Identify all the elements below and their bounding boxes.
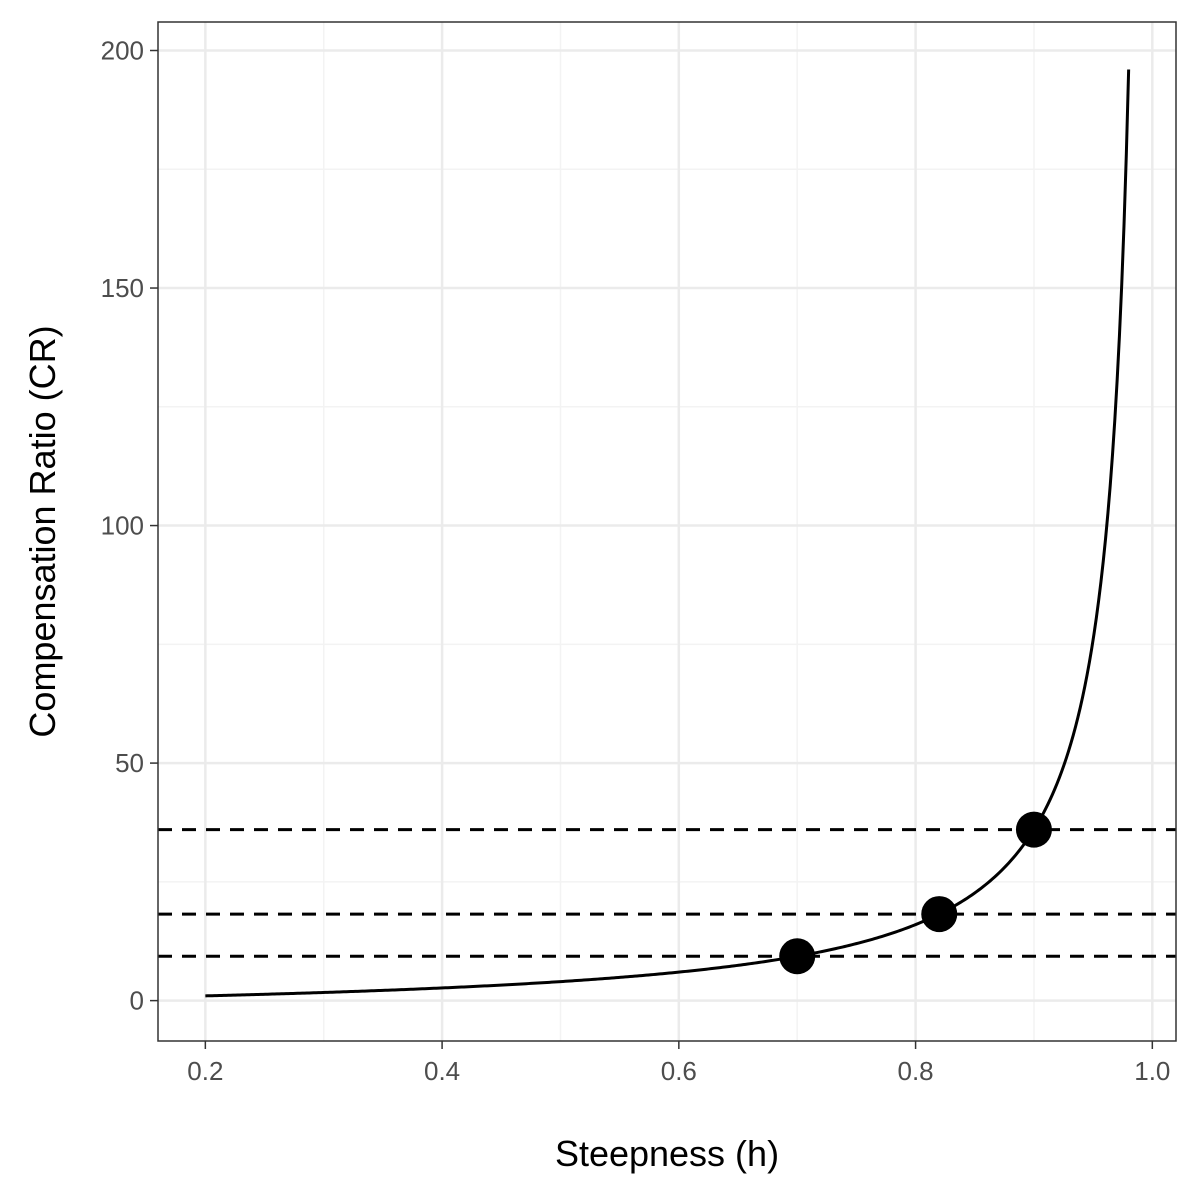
y-axis-title: Compensation Ratio (CR) [22, 325, 63, 737]
y-tick-label: 100 [101, 511, 144, 541]
minor-gridlines [158, 22, 1176, 1041]
x-tick-label: 0.6 [661, 1056, 697, 1086]
y-tick-label: 50 [115, 748, 144, 778]
cr-curve-line [205, 69, 1131, 998]
data-point [921, 896, 958, 933]
x-axis-ticks: 0.2 0.4 0.6 0.8 1.0 [187, 1041, 1170, 1086]
data-point [779, 938, 816, 975]
x-tick-label: 0.4 [424, 1056, 460, 1086]
y-tick-label: 0 [130, 986, 144, 1016]
panel-border [157, 21, 1177, 1042]
y-axis-ticks: 0 50 100 150 200 [101, 36, 158, 1016]
reference-lines [158, 828, 1176, 958]
x-axis-title: Steepness (h) [555, 1133, 779, 1174]
x-tick-label: 0.2 [187, 1056, 223, 1086]
y-tick-label: 200 [101, 36, 144, 66]
highlight-points [779, 811, 1052, 975]
y-tick-label: 150 [101, 273, 144, 303]
data-point [1015, 811, 1052, 848]
x-tick-label: 1.0 [1134, 1056, 1170, 1086]
x-tick-label: 0.8 [898, 1056, 934, 1086]
major-gridlines [158, 22, 1176, 1041]
